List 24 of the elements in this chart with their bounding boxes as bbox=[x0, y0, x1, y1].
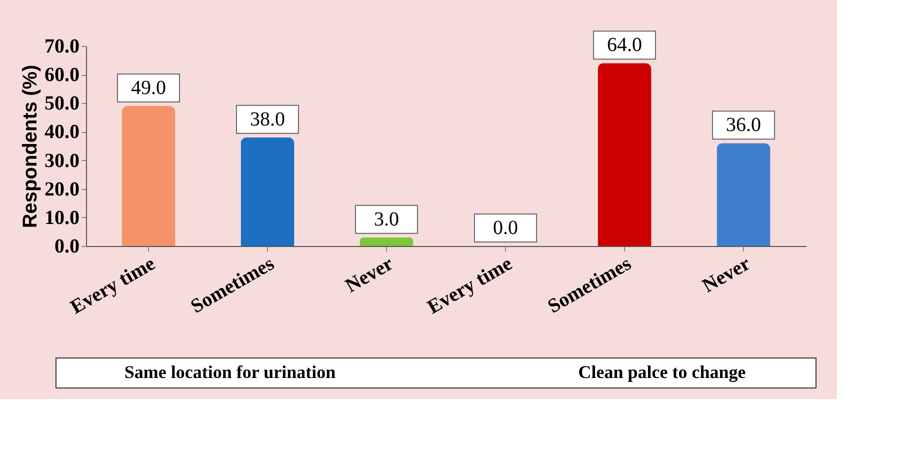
data-label: 3.0 bbox=[374, 208, 399, 230]
y-tick-label: 50.0 bbox=[44, 92, 80, 115]
y-tick-label: 10.0 bbox=[44, 206, 80, 229]
y-tick-label: 40.0 bbox=[44, 121, 80, 144]
data-label: 0.0 bbox=[493, 217, 518, 239]
data-label: 49.0 bbox=[130, 77, 166, 99]
y-tick-label: 20.0 bbox=[44, 178, 80, 200]
bar bbox=[716, 143, 770, 246]
bar bbox=[240, 137, 294, 246]
bar bbox=[598, 63, 652, 246]
x-tick-label: Never bbox=[342, 252, 398, 298]
y-axis-title: Respondents (%) bbox=[20, 64, 42, 228]
y-tick-label: 70.0 bbox=[44, 36, 80, 58]
text: Same location for urination bbox=[124, 362, 336, 382]
x-tick-label: Every time bbox=[424, 252, 516, 319]
data-label: 36.0 bbox=[726, 114, 762, 136]
bar bbox=[360, 237, 414, 246]
bar bbox=[122, 106, 176, 246]
data-label: 38.0 bbox=[250, 108, 285, 130]
data-label: 64.0 bbox=[607, 34, 642, 56]
x-tick-label: Never bbox=[698, 252, 754, 298]
text: Clean palce to change bbox=[578, 362, 746, 382]
y-tick-label: 30.0 bbox=[44, 150, 80, 172]
y-tick-label: 60.0 bbox=[44, 64, 80, 86]
